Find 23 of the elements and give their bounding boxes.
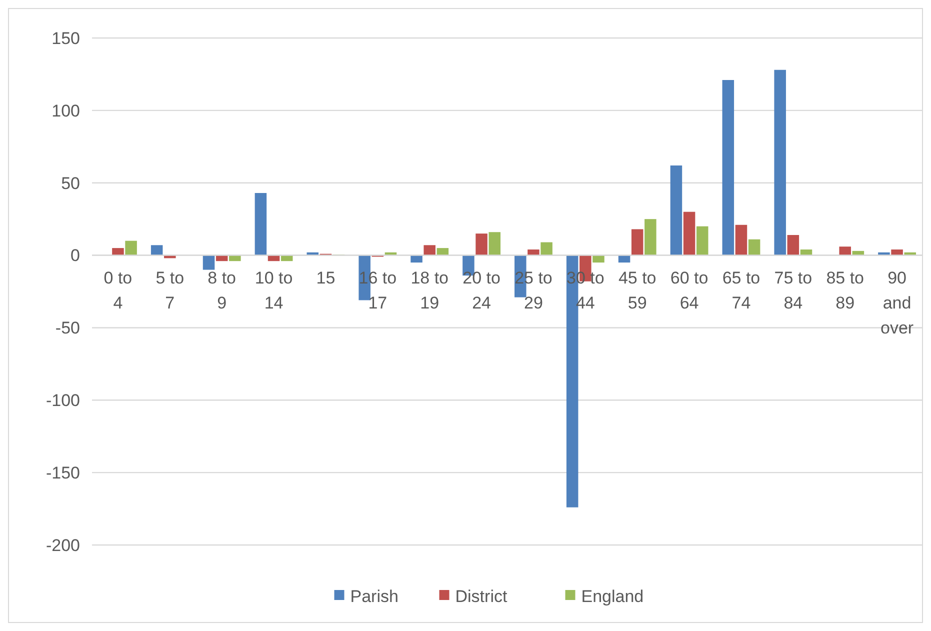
legend-label: Parish [350, 586, 398, 606]
y-tick-label: -150 [46, 464, 80, 483]
legend-label: District [455, 586, 508, 606]
x-tick-label: 65 to 74 [722, 268, 760, 312]
y-tick-label: 0 [70, 246, 80, 266]
y-tick-label: 50 [61, 174, 80, 193]
y-tick-label: -200 [46, 536, 80, 555]
x-tick-label: 8 to 9 [208, 268, 236, 312]
y-tick-label: 150 [52, 28, 80, 48]
x-tick-label: 10 to 14 [254, 268, 293, 312]
x-tick-label: 15 [316, 268, 336, 288]
x-tick-label: 60 to 64 [670, 268, 708, 312]
legend-label: England [581, 586, 644, 606]
x-tick-label: 5 to 7 [156, 268, 184, 312]
x-tick-label: 90 and over [880, 268, 914, 338]
y-tick-label: -100 [46, 391, 80, 410]
y-tick-label: -50 [55, 318, 80, 338]
x-tick-label: 45 to 59 [618, 268, 656, 312]
x-tick-label: 0 to 4 [104, 268, 132, 312]
x-tick-label: 18 to 19 [410, 268, 448, 312]
y-tick-label: 100 [52, 101, 80, 120]
x-tick-label: 85 to 89 [826, 268, 864, 312]
x-tick-label: 75 to 84 [774, 268, 812, 312]
